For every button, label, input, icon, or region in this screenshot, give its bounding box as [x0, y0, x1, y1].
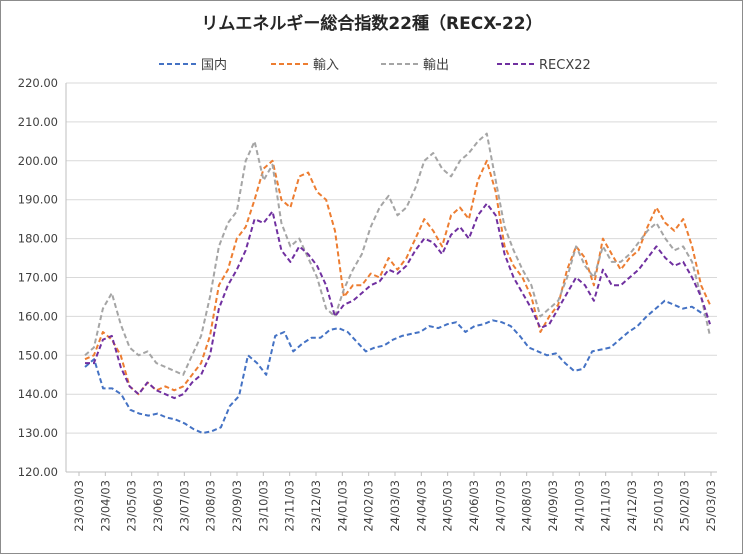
chart-title: リムエネルギー総合指数22種（RECX-22）	[201, 13, 542, 34]
x-tick-label: 23/07/03	[177, 480, 191, 532]
y-tick-label: 140.00	[18, 387, 58, 401]
series-line-輸出	[84, 132, 711, 376]
x-tick-label: 24/06/03	[467, 480, 481, 532]
x-tick-label: 23/12/03	[309, 480, 323, 532]
axes	[65, 83, 717, 473]
series-line-国内	[84, 299, 711, 435]
x-tick-label: 25/01/03	[651, 480, 665, 532]
x-tick-label: 25/03/03	[704, 480, 718, 532]
gridlines	[66, 82, 717, 473]
x-tick-label: 24/05/03	[441, 480, 455, 532]
x-tick-label: 24/11/03	[599, 480, 613, 532]
x-tick-label: 23/03/03	[72, 480, 86, 532]
y-tick-label: 170.00	[18, 271, 58, 285]
x-tick-label: 24/09/03	[546, 480, 560, 532]
y-tick-label: 120.00	[18, 465, 58, 479]
x-tick-label: 24/02/03	[362, 480, 376, 532]
y-tick-label: 200.00	[18, 154, 58, 168]
y-tick-label: 180.00	[18, 232, 58, 246]
series-line-RECX22	[85, 202, 711, 400]
legend: 国内 輸入 輸出 RECX22	[159, 57, 591, 73]
x-axis-ticks: 23/03/03 23/04/03 23/05/03 23/06/03 23/07/03…	[72, 472, 718, 532]
series-lines	[84, 132, 711, 435]
y-tick-label: 210.00	[18, 115, 58, 129]
x-tick-label: 24/01/03	[335, 480, 349, 532]
x-tick-label: 24/04/03	[414, 480, 428, 532]
legend-label: 輸入	[313, 58, 339, 73]
y-tick-label: 160.00	[18, 309, 58, 323]
legend-label: RECX22	[539, 58, 591, 73]
x-tick-label: 24/08/03	[520, 480, 534, 532]
x-tick-label: 25/02/03	[678, 480, 692, 532]
x-tick-label: 24/07/03	[493, 480, 507, 532]
y-tick-label: 150.00	[18, 348, 58, 362]
x-tick-label: 23/11/03	[283, 480, 297, 532]
y-tick-label: 130.00	[18, 426, 58, 440]
x-tick-label: 23/05/03	[125, 480, 139, 532]
x-tick-label: 23/10/03	[256, 480, 270, 532]
x-tick-label: 23/04/03	[98, 480, 112, 532]
x-tick-label: 24/03/03	[388, 480, 402, 532]
legend-label: 輸出	[423, 58, 449, 73]
y-tick-label: 190.00	[18, 193, 58, 207]
series-line-輸入	[84, 159, 711, 396]
x-tick-label: 23/08/03	[204, 480, 218, 532]
x-tick-label: 23/09/03	[230, 480, 244, 532]
legend-label: 国内	[201, 57, 227, 73]
y-tick-label: 220.00	[18, 76, 58, 90]
x-tick-label: 23/06/03	[151, 480, 165, 532]
x-tick-label: 24/12/03	[625, 480, 639, 532]
y-axis-ticks: 120.00 130.00 140.00 150.00 160.00 170.00 180.…	[18, 76, 58, 479]
x-tick-label: 24/10/03	[572, 480, 586, 532]
